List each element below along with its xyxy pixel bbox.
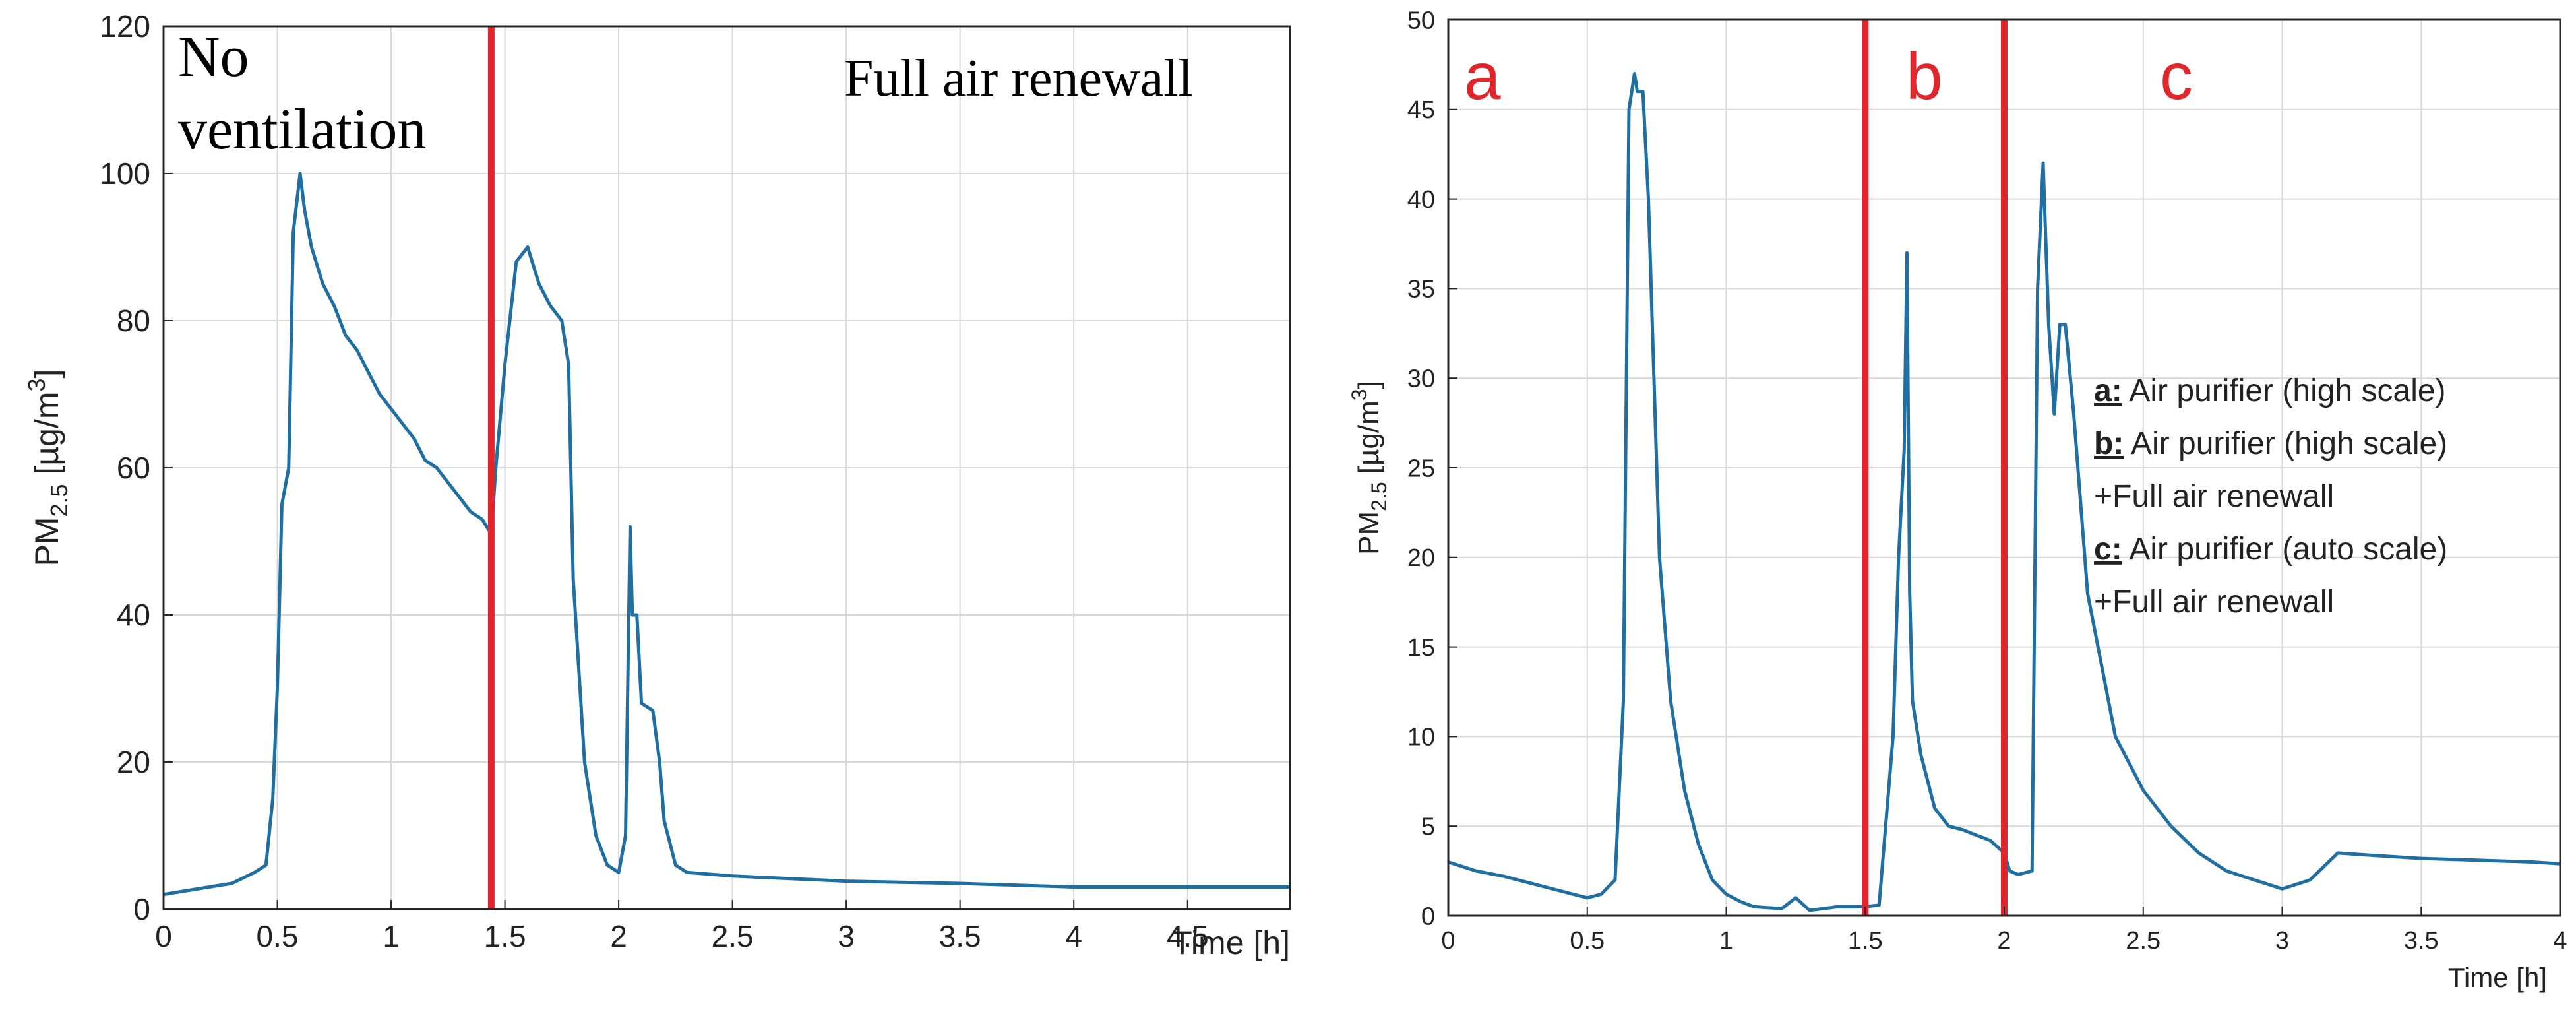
x-tick-label: 2 (610, 919, 627, 953)
x-tick-label: 4 (2553, 927, 2567, 955)
right-series-group (1448, 72, 2561, 912)
y-tick-label: 0 (133, 892, 150, 926)
right-vertical-lines (1862, 20, 2008, 916)
y-tick-label: 100 (100, 156, 150, 191)
left-y-ticks: 0 20 40 60 80 100 120 (100, 9, 173, 926)
legend-c: c: Air purifier (auto scale) (2094, 532, 2447, 567)
x-tick-label: 1.5 (1848, 927, 1883, 955)
y-tick-label: 5 (1421, 813, 1435, 841)
x-tick-label: 2.5 (712, 919, 754, 953)
legend-c-extra: +Full air renewall (2094, 585, 2334, 620)
region-label-c: c (2160, 40, 2193, 113)
x-tick-label: 0 (1441, 927, 1455, 955)
x-tick-label: 4.5 (1167, 919, 1209, 953)
left-x-ticks: 0 0.5 1 1.5 2 2.5 3 3.5 4 4.5 (155, 900, 1209, 953)
x-tick-label: 3 (838, 919, 855, 953)
region-label-b: b (1906, 40, 1943, 113)
x-tick-label: 4 (1065, 919, 1082, 953)
x-tick-label: 1 (1719, 927, 1733, 955)
y-tick-label: 10 (1407, 724, 1435, 751)
x-tick-label: 0.5 (257, 919, 299, 953)
y-tick-label: 120 (100, 9, 150, 44)
y-tick-label: 0 (1421, 903, 1435, 930)
y-tick-label: 80 (117, 303, 150, 338)
y-tick-label: 60 (117, 451, 150, 485)
y-tick-label: 40 (117, 598, 150, 632)
y-tick-label: 40 (1407, 186, 1435, 214)
x-tick-label: 0 (155, 919, 172, 953)
x-tick-label: 3 (2275, 927, 2289, 955)
x-tick-label: 1.5 (484, 919, 526, 953)
y-tick-label: 20 (117, 745, 150, 779)
chart-right: 0 0.5 1 1.5 2 2.5 3 3.5 4 0 5 10 15 20 25 30 35 40 45 50 a… (1347, 7, 2567, 993)
right-legend: a: Air purifier (high scale) b: Air puri… (2094, 373, 2447, 620)
right-x-ticks: 0 0.5 1 1.5 2 2.5 3 3.5 4 (1441, 907, 2567, 955)
x-tick-label: 3.5 (939, 919, 981, 953)
region-label-a: a (1464, 40, 1501, 113)
left-y-axis-label: PM2.5 [µg/m3] (23, 369, 73, 567)
y-tick-label: 30 (1407, 366, 1435, 393)
y-tick-label: 25 (1407, 455, 1435, 482)
x-tick-label: 2 (1997, 927, 2011, 955)
legend-b: b: Air purifier (high scale) (2094, 426, 2447, 461)
x-tick-label: 2.5 (2126, 927, 2161, 955)
right-x-axis-label: Time [h] (2448, 962, 2547, 993)
left-x-axis-label: Time [h] (1172, 924, 1290, 961)
series-line (1448, 72, 2561, 912)
x-tick-label: 3.5 (2404, 927, 2439, 955)
right-y-ticks: 0 5 10 15 20 25 30 35 40 45 50 (1407, 7, 1457, 930)
y-tick-label: 50 (1407, 7, 1435, 34)
legend-b-extra: +Full air renewall (2094, 479, 2334, 514)
annotation-full-air-renewall: Full air renewall (844, 49, 1193, 108)
legend-a: a: Air purifier (high scale) (2094, 373, 2446, 408)
y-tick-label: 20 (1407, 544, 1435, 572)
x-tick-label: 1 (383, 919, 400, 953)
y-tick-label: 35 (1407, 276, 1435, 303)
annotation-ventilation: ventilation (178, 98, 426, 162)
right-y-axis-label: PM2.5 [µg/m3] (1347, 381, 1391, 555)
y-tick-label: 15 (1407, 634, 1435, 662)
annotation-no: No (178, 25, 249, 89)
x-tick-label: 0.5 (1570, 927, 1605, 955)
y-tick-label: 45 (1407, 96, 1435, 124)
